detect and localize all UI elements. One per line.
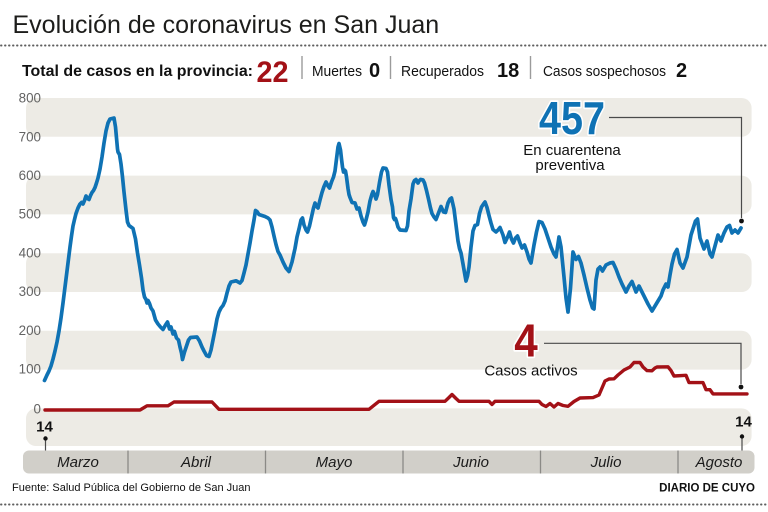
svg-text:100: 100 (19, 362, 41, 377)
svg-text:Marzo: Marzo (57, 454, 99, 471)
svg-text:DIARIO DE CUYO: DIARIO DE CUYO (659, 483, 755, 495)
svg-text:0: 0 (34, 402, 41, 417)
svg-text:Julio: Julio (590, 454, 622, 471)
svg-text:Recuperados: Recuperados (401, 64, 484, 80)
svg-text:En cuarentena: En cuarentena (523, 142, 621, 159)
svg-text:0: 0 (369, 60, 380, 82)
svg-text:Casos sospechosos: Casos sospechosos (543, 64, 666, 80)
svg-text:Muertes: Muertes (312, 64, 362, 80)
svg-text:14: 14 (735, 414, 752, 431)
svg-text:800: 800 (19, 91, 41, 106)
svg-text:457: 457 (539, 92, 605, 144)
svg-text:14: 14 (36, 419, 53, 436)
svg-text:Total de casos en la provincia: Total de casos en la provincia: (22, 63, 253, 80)
svg-text:Mayo: Mayo (316, 454, 353, 471)
svg-text:Junio: Junio (452, 454, 489, 471)
svg-text:Evolución de coronavirus en Sa: Evolución de coronavirus en San Juan (13, 11, 440, 39)
svg-text:300: 300 (19, 284, 41, 299)
svg-text:preventiva: preventiva (535, 157, 605, 174)
svg-text:Casos activos: Casos activos (484, 363, 577, 380)
svg-text:200: 200 (19, 323, 41, 338)
svg-text:500: 500 (19, 207, 41, 222)
svg-text:700: 700 (19, 129, 41, 144)
svg-text:Fuente: Salud Pública del Gobi: Fuente: Salud Pública del Gobierno de Sa… (12, 482, 251, 494)
svg-text:400: 400 (19, 245, 41, 260)
svg-text:4: 4 (514, 315, 538, 367)
svg-text:Abril: Abril (180, 454, 212, 471)
svg-text:600: 600 (19, 168, 41, 183)
svg-text:Agosto: Agosto (695, 454, 743, 471)
svg-text:2: 2 (676, 60, 687, 82)
svg-text:22: 22 (257, 56, 289, 89)
svg-text:18: 18 (497, 60, 519, 82)
